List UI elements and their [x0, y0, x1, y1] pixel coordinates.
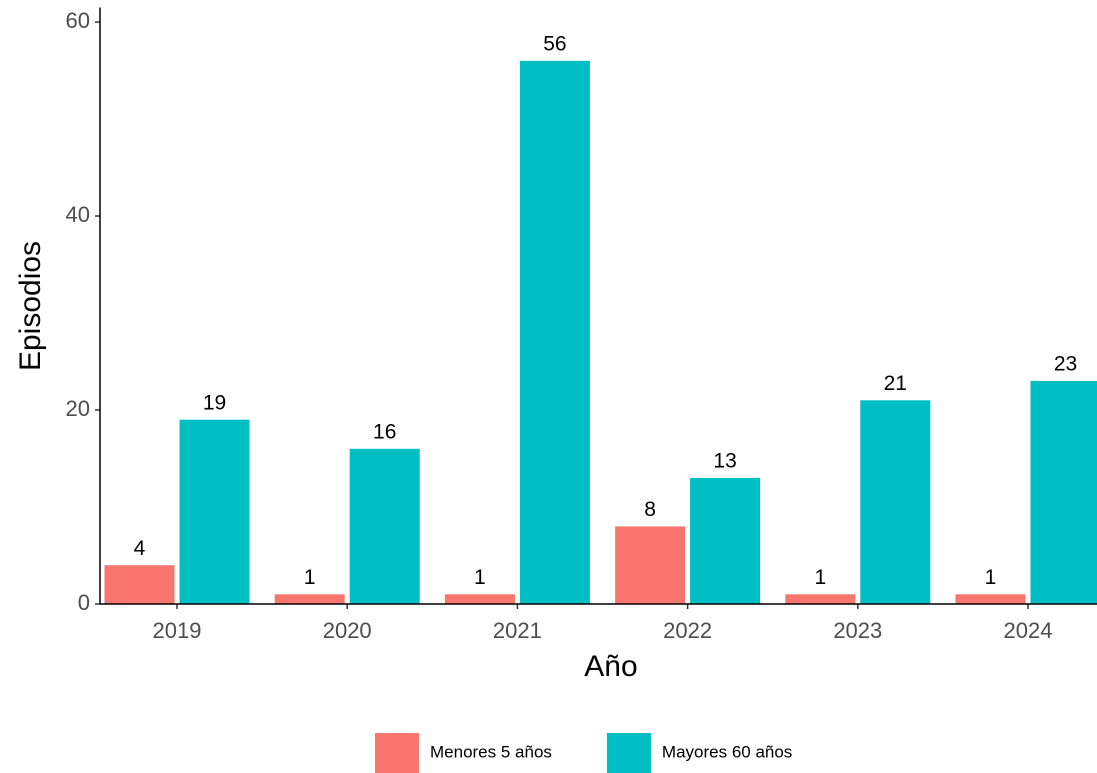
x-tick-label: 2023 [833, 618, 882, 643]
value-label: 1 [474, 566, 486, 589]
value-label: 56 [543, 32, 566, 55]
bar [955, 594, 1026, 604]
value-label: 16 [373, 420, 396, 443]
bar [349, 448, 420, 604]
bar [179, 419, 250, 604]
value-label: 23 [1054, 352, 1077, 375]
x-tick-label: 2021 [493, 618, 542, 643]
bar [785, 594, 856, 604]
y-tick-label: 40 [66, 202, 90, 227]
legend-label: Menores 5 años [430, 742, 552, 761]
bar [615, 526, 686, 604]
bar [1030, 380, 1097, 604]
legend-label: Mayores 60 años [662, 742, 792, 761]
value-label: 8 [644, 498, 656, 521]
x-tick-label: 2019 [153, 618, 202, 643]
value-label: 1 [985, 566, 997, 589]
x-axis-title: Año [584, 650, 637, 683]
legend-swatch [606, 733, 651, 773]
bar [104, 565, 175, 604]
bar [519, 60, 590, 605]
x-tick-label: 2020 [323, 618, 372, 643]
value-label: 13 [713, 449, 736, 472]
value-label: 21 [884, 372, 907, 395]
bar [274, 594, 345, 604]
y-tick-label: 20 [66, 396, 90, 421]
value-label: 1 [814, 566, 826, 589]
bar [690, 477, 761, 604]
y-tick-label: 0 [78, 590, 90, 615]
y-axis-title: Episodios [14, 241, 47, 371]
y-tick-label: 60 [66, 8, 90, 33]
value-label: 4 [134, 537, 146, 560]
x-tick-label: 2022 [663, 618, 712, 643]
value-label: 19 [203, 391, 226, 414]
bar [860, 400, 931, 604]
legend-swatch [375, 733, 419, 773]
bar [444, 594, 515, 604]
value-label: 1 [304, 566, 316, 589]
x-tick-label: 2024 [1004, 618, 1053, 643]
